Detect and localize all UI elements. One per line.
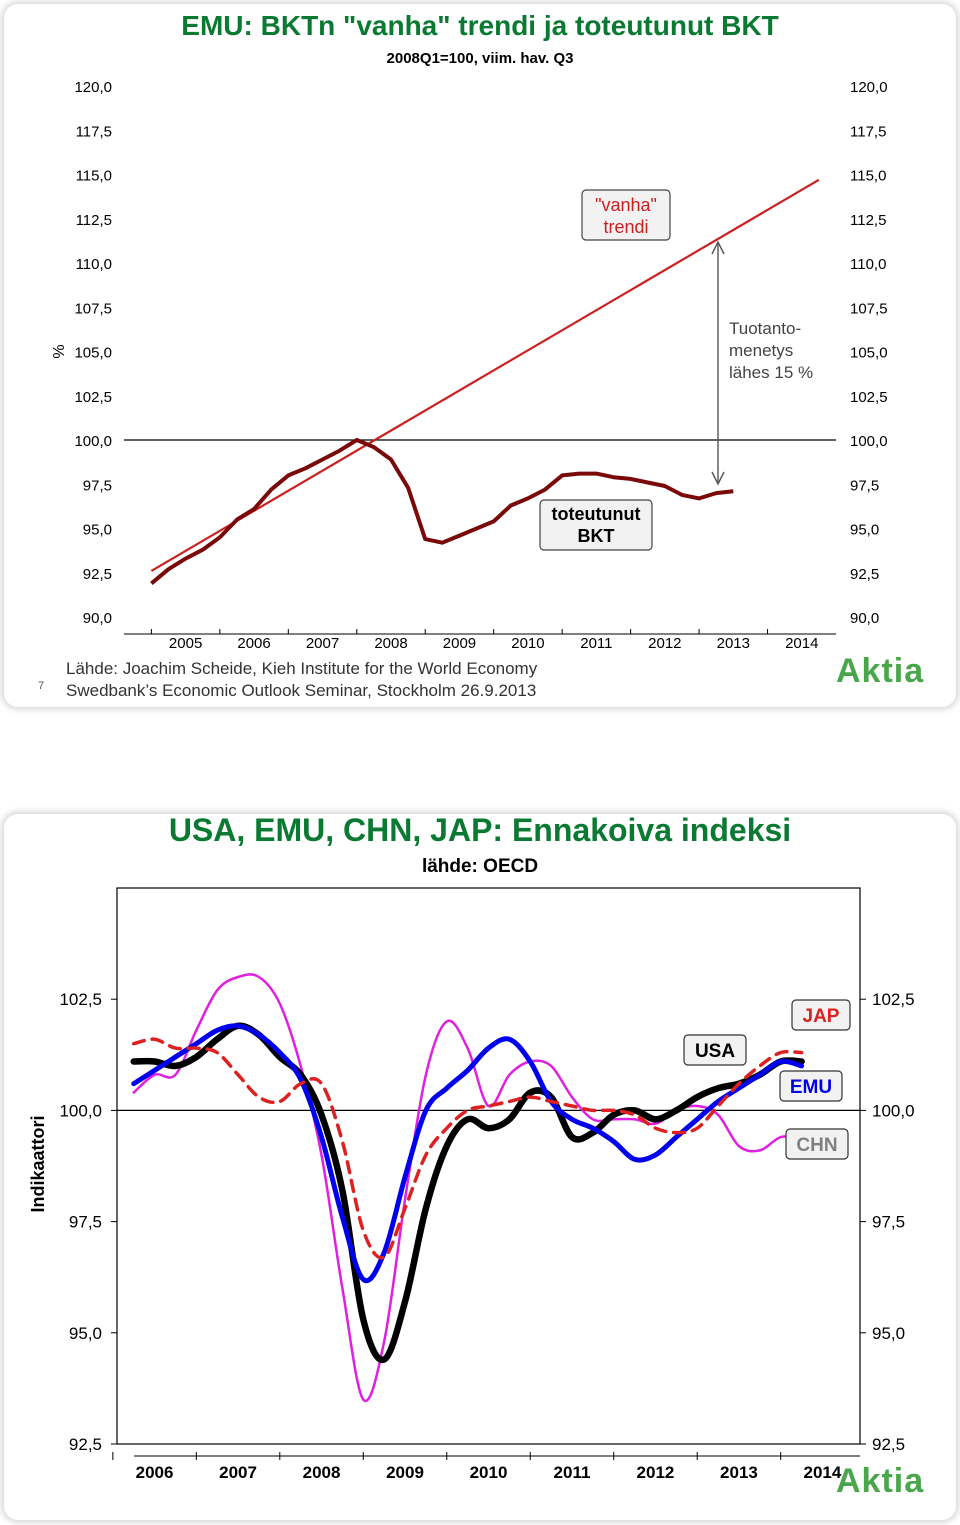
x-tick-label: 2009: [443, 635, 476, 652]
y-tick-label-left: 105,0: [74, 345, 112, 362]
y-tick-label-left: 92,5: [83, 566, 112, 583]
y-tick-label-left: 92,5: [69, 1435, 102, 1454]
y-tick-label-right: 92,5: [850, 566, 879, 583]
x-tick-label: 2008: [374, 635, 407, 652]
y-tick-label-right: 95,0: [850, 522, 879, 539]
loss-label-line-2: menetys: [729, 341, 793, 360]
source-line-1: Lähde: Joachim Scheide, Kieh Institute f…: [66, 659, 538, 678]
y-tick-label-right: 92,5: [872, 1435, 905, 1454]
y-tick-label-right: 120,0: [850, 79, 888, 96]
series-usa: [130, 1022, 805, 1364]
x-tick-label: 2010: [470, 1463, 508, 1482]
x-tick-label: 2011: [580, 635, 612, 652]
chart-subtitle: 2008Q1=100, viim. hav. Q3: [386, 50, 574, 67]
y-tick-label-left: 102,5: [74, 389, 112, 406]
loss-label-line-1: Tuotanto-: [729, 319, 801, 338]
y-tick-label-left: 100,0: [59, 1101, 102, 1120]
y-tick-label-right: 117,5: [850, 123, 886, 140]
emu-gdp-chart: 120,0 120,0 117,5 117,5 115,0 115,0 112,5 112,5…: [51, 79, 888, 652]
y-tick-label-left: 95,0: [83, 522, 112, 539]
x-tick-label: 2012: [648, 635, 681, 652]
y-tick-label-left: 117,5: [76, 123, 112, 140]
y-tick-label-left: 110,0: [76, 256, 112, 273]
gdp-label-box: [539, 499, 653, 551]
x-tick-label: 2012: [637, 1463, 675, 1482]
gdp-label-line-1: toteutunut: [552, 504, 641, 524]
aktia-logo: Aktia: [836, 652, 925, 690]
y-tick-label-left: 102,5: [59, 990, 102, 1009]
x-tick-label: 2014: [804, 1463, 842, 1482]
x-tick-label: 2007: [219, 1463, 257, 1482]
loss-arrow-head-down: [711, 471, 725, 486]
y-tick-label-right: 102,5: [850, 389, 888, 406]
x-tick-label: 2006: [237, 635, 270, 652]
legend-chn-box: [785, 1128, 849, 1160]
legend-usa-box: [683, 1034, 747, 1066]
gdp-label-line-2: BKT: [578, 526, 615, 546]
y-axis-label: %: [51, 344, 68, 358]
y-tick-label-left: 115,0: [76, 168, 112, 185]
y-tick-label-left: 97,5: [69, 1213, 102, 1232]
legend-emu-box: [779, 1070, 843, 1102]
loss-label-line-3: lähes 15 %: [729, 363, 813, 382]
x-tick-label: 2010: [511, 635, 544, 652]
slide-emu-gdp-trend: EMU: BKTn "vanha" trendi ja toteutunut B…: [4, 4, 956, 707]
x-tick-label: 2011: [554, 1463, 591, 1482]
leading-index-chart: 102,5 102,5 100,0 100,0 97,5 97,5 95,0 95,0 92,5…: [28, 887, 915, 1482]
y-tick-label-left: 95,0: [69, 1324, 102, 1343]
legend-chn-label: CHN: [796, 1135, 837, 1156]
y-tick-label-right: 102,5: [872, 990, 915, 1009]
legend-emu-label: EMU: [790, 1077, 832, 1098]
x-tick-label: 2007: [306, 635, 339, 652]
plot-frame: [116, 887, 861, 1445]
y-tick-label-right: 100,0: [850, 433, 888, 450]
y-tick-label-left: 107,5: [74, 300, 112, 317]
x-tick-label: 2014: [785, 635, 818, 652]
x-tick-label: 2013: [717, 635, 750, 652]
y-tick-label-right: 97,5: [872, 1213, 905, 1232]
source-note: Lähde: Joachim Scheide, Kieh Institute f…: [66, 658, 537, 702]
y-tick-label-left: 97,5: [83, 477, 112, 494]
trend-label-box: [581, 189, 671, 241]
x-tick-label: 2009: [386, 1463, 424, 1482]
slide-leading-indicators: USA, EMU, CHN, JAP: Ennakoiva indeksi lä…: [4, 812, 956, 1520]
y-tick-label-right: 95,0: [872, 1324, 905, 1343]
y-tick-label-right: 115,0: [850, 168, 886, 185]
y-tick-label-left: 100,0: [74, 433, 112, 450]
series-emu: [131, 1023, 805, 1284]
y-tick-label-right: 107,5: [850, 300, 888, 317]
x-tick-label: 2005: [169, 635, 202, 652]
x-tick-label: 2006: [136, 1463, 174, 1482]
x-tick-label: 2013: [720, 1463, 758, 1482]
trend-label-line-1: "vanha": [595, 195, 657, 215]
slide-number: 7: [38, 680, 45, 692]
series-old-trend: [150, 178, 820, 572]
y-tick-label-left: 112,5: [76, 212, 112, 229]
x-tick-label: 2008: [303, 1463, 341, 1482]
y-tick-label-right: 112,5: [850, 212, 886, 229]
aktia-logo: Aktia: [836, 1462, 925, 1500]
y-tick-label-left: 90,0: [83, 610, 112, 627]
chart-title: EMU: BKTn "vanha" trendi ja toteutunut B…: [181, 10, 779, 41]
trend-label-line-2: trendi: [603, 217, 648, 237]
legend-jap-box: [791, 999, 851, 1031]
y-tick-label-left: 120,0: [74, 79, 112, 96]
series-actual-gdp: [150, 438, 734, 585]
y-tick-label-right: 97,5: [850, 477, 879, 494]
loss-arrow-head-up: [711, 240, 725, 255]
y-tick-label-right: 105,0: [850, 345, 888, 362]
legend-usa-label: USA: [695, 1041, 735, 1062]
source-line-2: Swedbank’s Economic Outlook Seminar, Sto…: [66, 681, 537, 700]
y-tick-label-right: 100,0: [872, 1101, 915, 1120]
chart-subtitle: lähde: OECD: [421, 856, 539, 877]
y-axis-label: Indikaattori: [28, 1115, 48, 1212]
y-tick-label-right: 110,0: [850, 256, 886, 273]
y-tick-label-right: 90,0: [850, 610, 879, 627]
legend-jap-label: JAP: [803, 1006, 840, 1027]
chart-title: USA, EMU, CHN, JAP: Ennakoiva indeksi: [168, 812, 792, 848]
